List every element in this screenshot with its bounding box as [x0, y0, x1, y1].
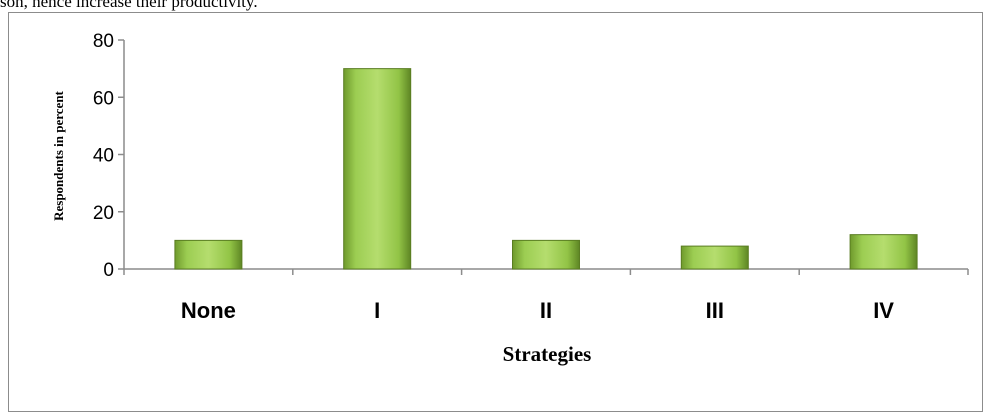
x-category-label: II: [540, 298, 552, 323]
x-axis-title: Strategies: [503, 342, 592, 366]
bar-ii: [512, 239, 580, 270]
y-tick-label: 0: [103, 260, 114, 281]
x-category-label: IV: [873, 298, 894, 323]
bar-iv: [849, 234, 918, 270]
bar-iii: [680, 245, 749, 270]
y-tick-label: 80: [93, 31, 114, 52]
y-tick-label: 20: [93, 203, 114, 224]
x-category-label: None: [181, 298, 236, 323]
x-category-label: I: [374, 298, 380, 323]
x-category-label: III: [706, 298, 724, 323]
y-axis-title: Respondents in percent: [51, 90, 66, 220]
y-tick-label: 60: [93, 88, 114, 109]
chart-frame: [8, 12, 983, 412]
y-tick-label: 40: [93, 146, 114, 167]
bar-none: [174, 239, 243, 270]
intro-text: son, hence increase their productivity.: [0, 0, 258, 11]
bar-i: [343, 68, 412, 270]
